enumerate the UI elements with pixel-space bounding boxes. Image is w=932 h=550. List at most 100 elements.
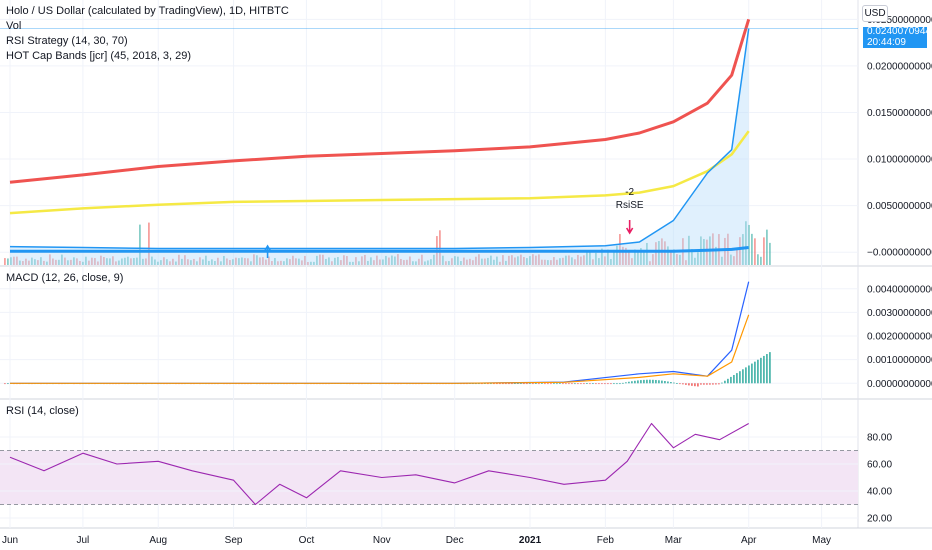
macd-line	[10, 281, 750, 384]
volume-bar	[328, 257, 330, 265]
volume-bar	[124, 257, 126, 265]
last-price-value: 0.02400709444	[867, 26, 932, 37]
volume-bar	[217, 257, 219, 265]
volume-bar	[613, 249, 615, 265]
macd-histogram-bar	[751, 363, 753, 384]
volume-bar	[370, 257, 372, 265]
volume-bar	[160, 260, 162, 265]
macd-histogram-bar	[769, 352, 771, 384]
volume-bar	[565, 255, 567, 265]
volume-bar	[385, 255, 387, 265]
volume-bar	[706, 239, 708, 265]
macd-axis-label: 0.00000000000	[867, 379, 932, 390]
volume-bar	[136, 257, 138, 265]
macd-histogram-bar	[541, 383, 543, 384]
volume-bar	[730, 254, 732, 265]
macd-axis-label: 0.00100000000	[867, 355, 932, 366]
volume-bar	[493, 259, 495, 265]
volume-bar	[514, 257, 516, 265]
volume-bar	[118, 260, 120, 265]
currency-button[interactable]: USD	[862, 5, 888, 22]
volume-bar	[61, 254, 63, 265]
macd-histogram	[4, 352, 771, 387]
volume-bar	[499, 261, 501, 265]
volume-bar	[25, 258, 27, 265]
volume-bar	[445, 261, 447, 265]
macd-histogram-bar	[544, 383, 546, 385]
volume-bar	[127, 256, 129, 265]
macd-histogram-bar	[553, 383, 555, 385]
macd-histogram-bar	[547, 383, 549, 385]
volume-bar	[277, 261, 279, 265]
volume-bar	[34, 259, 36, 265]
rsi-line	[9, 422, 749, 506]
volume-bar	[619, 234, 621, 265]
volume-bar	[295, 258, 297, 265]
volume-bar	[19, 260, 21, 265]
volume-bar	[100, 255, 102, 265]
macd-histogram-bar	[610, 383, 612, 385]
volume-bar	[358, 261, 360, 265]
macd-histogram-bar	[487, 383, 489, 385]
x-tick-label: Aug	[149, 535, 167, 546]
volume-bar	[658, 241, 660, 265]
volume-bar	[115, 261, 117, 265]
macd-histogram-bar	[670, 382, 672, 384]
volume-bar	[520, 254, 522, 265]
volume-bar	[142, 258, 144, 265]
macd-histogram-bar	[736, 373, 738, 384]
volume-bar	[121, 258, 123, 265]
price-area-fill	[10, 28, 749, 265]
volume-bar	[103, 257, 105, 265]
macd-histogram-bar	[724, 380, 726, 384]
volume-bar	[94, 258, 96, 265]
volume-bar	[76, 258, 78, 265]
volume-bar	[181, 258, 183, 265]
volume-bar	[211, 259, 213, 265]
volume-bar	[190, 260, 192, 265]
volume-bar	[544, 259, 546, 265]
volume-bar	[259, 257, 261, 265]
macd-histogram-bar	[661, 380, 663, 384]
macd-histogram-bar	[508, 383, 510, 385]
macd-histogram-bar	[559, 383, 561, 385]
volume-bar	[400, 258, 402, 265]
volume-bar	[154, 259, 156, 265]
macd-histogram-bar	[619, 383, 621, 385]
macd-histogram-bar	[649, 379, 651, 384]
volume-bar	[430, 259, 432, 265]
volume-bar	[433, 254, 435, 265]
volume-bar	[271, 261, 273, 265]
price-axis-label: 0.01500000000	[867, 108, 932, 119]
volume-bar	[157, 261, 159, 265]
macd-histogram-bar	[499, 383, 501, 385]
macd-histogram-bar	[526, 383, 528, 385]
last-price-tag: 0.02400709444 20:44:09	[863, 26, 932, 48]
volume-bar	[472, 260, 474, 265]
volume-bar	[205, 255, 207, 265]
volume-bar	[763, 237, 765, 265]
volume-bar	[334, 257, 336, 265]
volume-bar	[535, 255, 537, 265]
macd-histogram-bar	[613, 383, 615, 385]
volume-bar	[163, 257, 165, 265]
volume-bar	[172, 258, 174, 265]
volume-bar	[97, 261, 99, 265]
volume-bar	[79, 260, 81, 265]
macd-histogram-bar	[679, 383, 681, 385]
macd-histogram-bar	[748, 365, 750, 384]
volume-bar	[244, 258, 246, 265]
volume-bar	[394, 256, 396, 265]
volume-bar	[106, 258, 108, 265]
volume-bar	[316, 255, 318, 265]
volume-bar	[469, 258, 471, 265]
volume-bar	[112, 256, 114, 265]
volume-bar	[40, 257, 42, 265]
x-tick-label: Mar	[665, 535, 683, 546]
volume-bar	[412, 261, 414, 265]
volume-bar	[169, 261, 171, 265]
volume-bar	[745, 221, 747, 265]
macd-histogram-bar	[616, 383, 618, 385]
volume-bar	[646, 242, 648, 265]
